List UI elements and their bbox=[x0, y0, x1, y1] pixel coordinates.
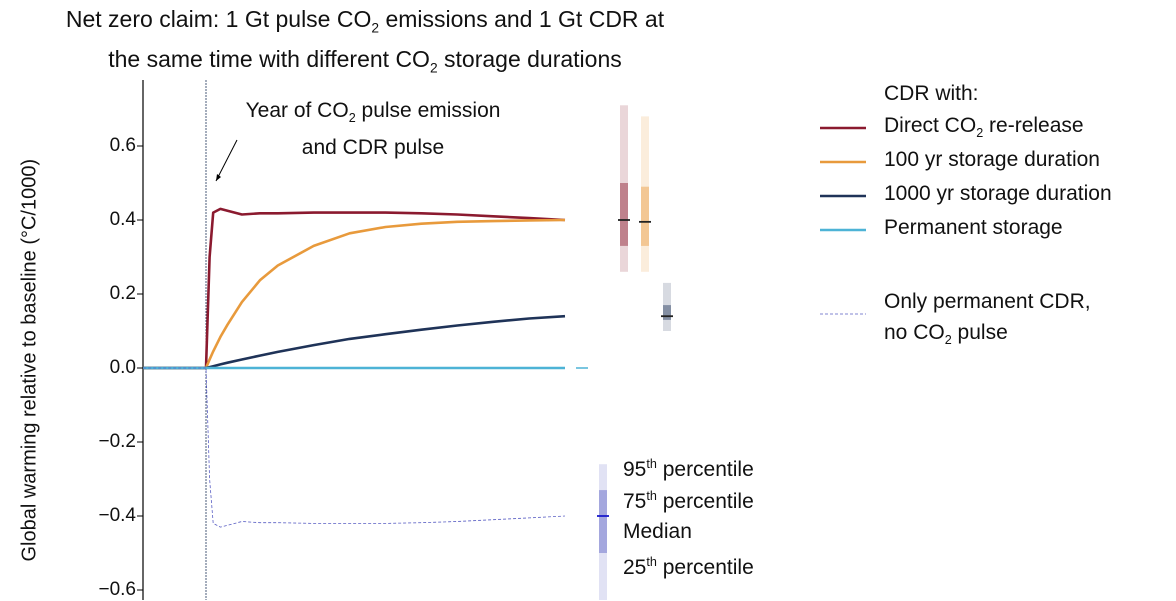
range-bar-p5-p95-1 bbox=[641, 116, 649, 272]
y-tick-label: −0.2 bbox=[98, 431, 136, 452]
key-p75: 75th percentile bbox=[623, 489, 754, 513]
series-line-2 bbox=[143, 314, 566, 370]
series-line-4 bbox=[143, 367, 566, 528]
key-p95: 95th percentile bbox=[623, 457, 754, 481]
legend-item-2: 1000 yr storage duration bbox=[884, 182, 1112, 205]
y-tick-label: −0.4 bbox=[98, 505, 136, 526]
y-tick-label: 0.0 bbox=[109, 357, 136, 378]
legend-item-0: Direct CO2 re-release bbox=[884, 114, 1084, 141]
percentile-key: 95th percentile 75th percentile Median 2… bbox=[623, 451, 754, 581]
legend-item-3: Permanent storage bbox=[884, 216, 1063, 239]
key-median: Median bbox=[623, 520, 692, 543]
range-bar-p5-p95-2 bbox=[663, 282, 671, 331]
key-p25: 25th percentile bbox=[623, 555, 754, 579]
y-tick-label: −0.6 bbox=[98, 579, 136, 600]
range-bar-p5-p95-4 bbox=[599, 464, 607, 600]
pulse-annotation: Year of CO2 pulse emission and CDR pulse bbox=[245, 99, 501, 160]
range-bar-iqr-4 bbox=[599, 490, 607, 553]
chart-title: Net zero claim: 1 Gt pulse CO2 emissions… bbox=[65, 6, 665, 76]
range-bar-iqr-0 bbox=[620, 183, 628, 246]
legend-item-1: 100 yr storage duration bbox=[884, 148, 1100, 171]
range-bar-iqr-1 bbox=[641, 186, 649, 246]
annotation-arrowhead bbox=[216, 174, 221, 181]
legend-item-dashed: Only permanent CDR, no CO2 pulse bbox=[884, 290, 1091, 348]
range-bar-p5-p95-0 bbox=[620, 105, 628, 272]
series-line-1 bbox=[143, 218, 566, 370]
range-bar-iqr-2 bbox=[663, 305, 671, 320]
y-tick-label: 0.6 bbox=[109, 135, 136, 156]
y-tick-label: 0.4 bbox=[109, 209, 136, 230]
annotation-arrow bbox=[215, 139, 238, 182]
series-line-0 bbox=[143, 207, 566, 370]
y-tick-label: 0.2 bbox=[109, 283, 136, 304]
legend-title: CDR with: bbox=[884, 82, 979, 105]
